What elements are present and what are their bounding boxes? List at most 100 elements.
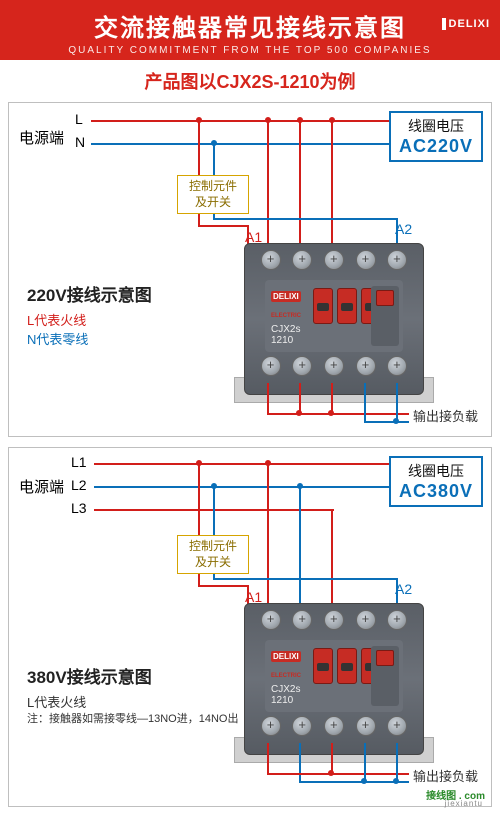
header-subtitle: 产品图以CJX2S-1210为例 <box>0 60 500 102</box>
source-label-220: 电源端 <box>19 127 64 148</box>
voltage-box-220: 线圈电压 AC220V <box>389 111 483 162</box>
node <box>296 410 302 416</box>
a2-label-380: A2 <box>395 581 412 597</box>
terminal <box>292 250 312 270</box>
terminal <box>261 356 281 376</box>
node <box>328 770 334 776</box>
contactor-mid: DELIXI ELECTRIC CJX2s 1210 <box>265 640 403 712</box>
control-box-220: 控制元件 及开关 <box>177 175 249 214</box>
control-box-380: 控制元件 及开关 <box>177 535 249 574</box>
terminal <box>356 716 376 736</box>
contactor-brand: DELIXI <box>271 291 301 302</box>
voltage-box-t2-380: AC380V <box>399 481 473 502</box>
terminal <box>324 250 344 270</box>
wire <box>331 120 333 248</box>
wire <box>267 120 269 248</box>
contactor-sub: ELECTRIC <box>271 313 301 319</box>
line-L2-label: L2 <box>71 477 87 493</box>
terminal <box>356 356 376 376</box>
terminal <box>324 356 344 376</box>
voltage-box-t1-380: 线圈电压 <box>399 461 473 481</box>
contactor-mid: DELIXI ELECTRIC CJX2s 1210 <box>265 280 403 352</box>
ctrl-l2: 及开关 <box>184 195 242 211</box>
wire <box>331 743 333 773</box>
wire <box>364 383 366 421</box>
wire <box>198 585 248 587</box>
ctrl-l1: 控制元件 <box>184 179 242 195</box>
terminal <box>356 250 376 270</box>
contactor-logo: DELIXI ELECTRIC <box>271 286 305 322</box>
terminal-row-top <box>255 250 413 274</box>
terminal-row-bot <box>255 716 413 740</box>
wire-L1-h <box>94 463 415 465</box>
node <box>393 778 399 784</box>
contactor-btn <box>337 288 357 324</box>
title-block-380: 380V接线示意图 L代表火线 <box>27 663 152 711</box>
line-L1-label: L1 <box>71 454 87 470</box>
wire <box>267 463 269 608</box>
model-l1: CJX2s <box>271 324 300 335</box>
terminal-row-top <box>255 610 413 634</box>
voltage-box-380: 线圈电压 AC380V <box>389 456 483 507</box>
contactor-btn <box>313 288 333 324</box>
node <box>361 778 367 784</box>
wire <box>331 383 333 413</box>
terminal <box>324 610 344 630</box>
source-label-380: 电源端 <box>19 476 64 497</box>
wire <box>213 486 215 535</box>
header-title: 交流接触器常见接线示意图 <box>0 8 500 43</box>
line-N-label: N <box>75 134 85 150</box>
wire <box>198 120 200 175</box>
terminal <box>387 610 407 630</box>
legend-L-220: L代表火线 <box>27 310 152 329</box>
wire <box>267 743 269 773</box>
side-btn <box>376 290 394 306</box>
model-l2: 1210 <box>271 695 300 706</box>
contactor-model: CJX2s 1210 <box>271 324 300 346</box>
wire <box>299 120 301 248</box>
terminal <box>387 356 407 376</box>
legend-title-380: 380V接线示意图 <box>27 663 152 688</box>
contactor-brand: DELIXI <box>271 651 301 662</box>
terminal <box>387 250 407 270</box>
side-btn <box>376 650 394 666</box>
ctrl-l1-380: 控制元件 <box>184 539 242 555</box>
header-sub-en: QUALITY COMMITMENT FROM THE TOP 500 COMP… <box>0 45 500 56</box>
wire <box>299 383 301 413</box>
wire <box>213 218 397 220</box>
legend-L-380: L代表火线 <box>27 692 152 711</box>
a2-label-220: A2 <box>395 221 412 237</box>
voltage-box-t2: AC220V <box>399 136 473 157</box>
terminal <box>324 716 344 736</box>
legend-title-220: 220V接线示意图 <box>27 281 152 306</box>
wire <box>198 463 200 535</box>
watermark-sub: jiexiantu <box>445 799 483 808</box>
contactor-380: DELIXI ELECTRIC CJX2s 1210 <box>244 603 424 763</box>
terminal <box>292 610 312 630</box>
contactor-body: DELIXI ELECTRIC CJX2s 1210 <box>244 243 424 395</box>
panel-380v: 电源端 L1 L2 L3 线圈电压 AC380V A1 A2 控制元件 及开关 … <box>8 447 492 807</box>
wire <box>267 383 269 413</box>
wire <box>267 413 409 415</box>
contactor-btn <box>313 648 333 684</box>
contactor-body: DELIXI ELECTRIC CJX2s 1210 <box>244 603 424 755</box>
node <box>328 410 334 416</box>
wire <box>267 773 409 775</box>
wire <box>331 509 333 608</box>
model-l2: 1210 <box>271 335 300 346</box>
wire <box>299 486 301 608</box>
wire <box>364 421 409 423</box>
contactor-model: CJX2s 1210 <box>271 684 300 706</box>
ctrl-l2-380: 及开关 <box>184 555 242 571</box>
terminal <box>292 716 312 736</box>
output-label-220: 输出接负载 <box>413 406 478 425</box>
contactor-btn <box>337 648 357 684</box>
title-block-220: 220V接线示意图 L代表火线 N代表零线 <box>27 281 152 348</box>
terminal <box>356 610 376 630</box>
model-l1: CJX2s <box>271 684 300 695</box>
node <box>393 418 399 424</box>
wire-L-h <box>91 120 415 122</box>
terminal <box>261 610 281 630</box>
contactor-logo: DELIXI ELECTRIC <box>271 646 305 682</box>
output-label-380: 输出接负载 <box>413 766 478 785</box>
